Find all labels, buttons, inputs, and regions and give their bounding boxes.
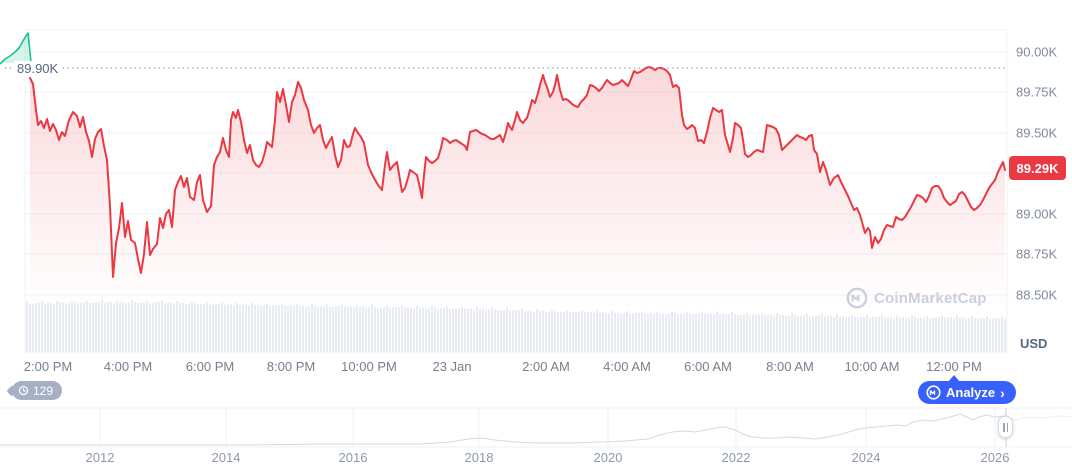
analyze-label: Analyze <box>946 385 996 400</box>
x-axis-label: 12:00 PM <box>926 359 982 374</box>
x-axis-label: 8:00 AM <box>766 359 814 374</box>
timeline-year-label: 2022 <box>721 450 751 465</box>
y-axis-label: 89.50K <box>1016 125 1058 141</box>
current-price-value: 89.29K <box>1016 160 1059 176</box>
x-axis-label: 10:00 AM <box>844 359 900 374</box>
current-price-badge: 89.29K <box>1009 156 1066 180</box>
timeline-year-label: 2020 <box>593 450 623 465</box>
x-axis-label: 6:00 AM <box>684 359 732 374</box>
x-axis-label: 23 Jan <box>432 359 472 374</box>
chevron-right-icon: › <box>1000 384 1005 401</box>
session-high-label: 89.90K <box>14 61 62 76</box>
y-axis-label: 88.50K <box>1016 287 1058 303</box>
x-axis-label: 4:00 PM <box>103 359 153 374</box>
coinmarketcap-logo-icon <box>846 287 868 309</box>
analyze-button[interactable]: Analyze › <box>918 381 1016 404</box>
watermark: CoinMarketCap <box>846 287 987 309</box>
currency-unit-label: USD <box>1020 336 1048 351</box>
timeline-year-label: 2012 <box>85 450 115 465</box>
analyze-pointer-arrow <box>948 375 960 382</box>
y-axis-label: 88.75K <box>1016 246 1058 262</box>
timeline-year-label: 2026 <box>980 450 1010 465</box>
x-axis-label: 6:00 PM <box>185 359 235 374</box>
watermark-text: CoinMarketCap <box>874 289 987 307</box>
history-badge[interactable]: 129 <box>12 381 63 400</box>
x-axis-label: 2:00 PM <box>23 359 73 374</box>
x-axis-label: 10:00 PM <box>341 359 397 374</box>
history-clock-icon <box>18 385 29 396</box>
x-axis-label: 2:00 AM <box>522 359 570 374</box>
history-count: 129 <box>33 383 54 398</box>
timeline-year-axis: 2012 2014 2016 2018 2020 2022 2024 2026 <box>0 450 1072 466</box>
x-axis-label: 8:00 PM <box>266 359 316 374</box>
y-axis-label: 89.75K <box>1016 84 1058 100</box>
timeline-year-label: 2024 <box>851 450 881 465</box>
y-axis-label: 90.00K <box>1016 44 1058 60</box>
timeline-year-label: 2014 <box>211 450 241 465</box>
handle-grip-icon <box>1006 422 1008 432</box>
analyze-logo-icon <box>926 385 941 400</box>
handle-grip-icon <box>1003 422 1005 432</box>
timeline-year-label: 2018 <box>464 450 494 465</box>
timeline-right-handle[interactable] <box>998 416 1013 438</box>
x-axis: 2:00 PM 4:00 PM 6:00 PM 8:00 PM 10:00 PM 23 J… <box>0 359 1072 375</box>
x-axis-label: 4:00 AM <box>603 359 651 374</box>
y-axis-label: 89.00K <box>1016 206 1058 222</box>
timeline-year-label: 2016 <box>338 450 368 465</box>
